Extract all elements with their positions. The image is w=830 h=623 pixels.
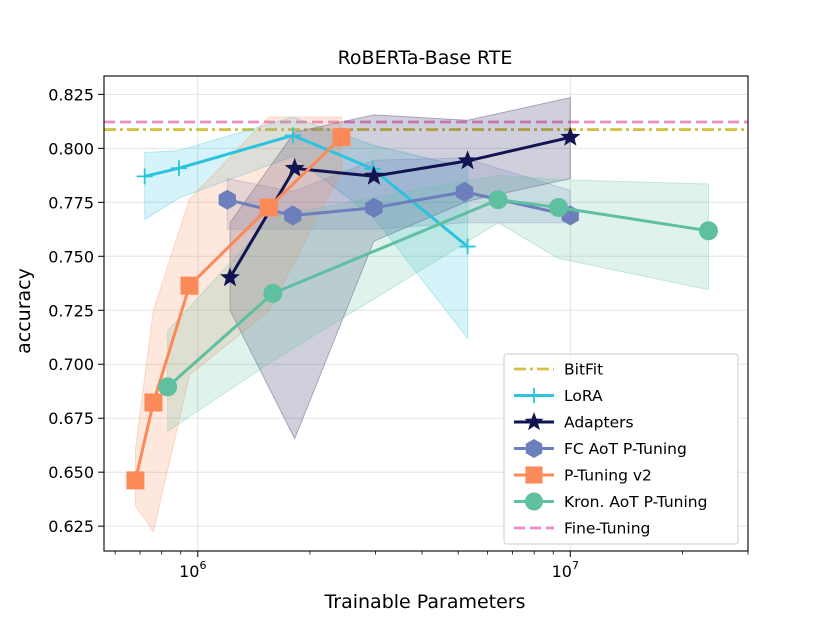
legend-item-bitfit: BitFit <box>514 361 603 379</box>
axis-ticks: 0.625 0.650 0.675 0.700 0.725 0.750 0.775 0.800… <box>48 85 749 581</box>
y-tick-label: 0.650 <box>48 463 94 482</box>
plot-frame <box>103 75 749 552</box>
legend-item-lora: LoRA <box>514 387 603 405</box>
x-tick-label: 106 <box>179 559 206 581</box>
legend-label-kron-aot-p-tuning: Kron. AoT P-Tuning <box>564 493 707 511</box>
kron-aot-p-tuning-point <box>698 221 718 241</box>
y-tick-label: 0.775 <box>48 193 94 212</box>
fc-aot-p-tuning-point <box>218 189 236 210</box>
y-tick-label: 0.725 <box>48 301 94 320</box>
legend-item-fc-aot-p-tuning: FC AoT P-Tuning <box>514 439 687 458</box>
legend: BitFit LoRA Adapters FC AoT P-Tuning P-Tunin… <box>503 353 739 545</box>
kron-aot-p-tuning-point <box>263 283 283 303</box>
legend-item-p-tuning-v2: P-Tuning v2 <box>514 466 652 485</box>
y-tick-label: 0.800 <box>48 139 94 158</box>
legend-label-fine-tuning: Fine-Tuning <box>564 520 650 538</box>
lora-point <box>459 238 476 255</box>
series-lines <box>126 126 718 490</box>
y-tick-label: 0.750 <box>48 247 94 266</box>
fc-aot-p-tuning-point <box>284 205 302 226</box>
adapters-band <box>229 96 571 440</box>
p-tuning-v2-point <box>180 276 199 295</box>
y-tick-label: 0.625 <box>48 517 94 536</box>
p-tuning-v2-series <box>126 128 351 490</box>
kron-aot-p-tuning-point <box>158 377 178 397</box>
kron-aot-p-tuning-band <box>167 174 709 433</box>
lora-point <box>170 160 187 177</box>
legend-marker-kron-aot-p-tuning <box>524 492 544 511</box>
kron-aot-p-tuning-series <box>158 190 718 397</box>
legend-box <box>503 353 739 545</box>
adapters-point <box>457 150 478 170</box>
legend-item-kron-aot-p-tuning: Kron. AoT P-Tuning <box>514 492 707 511</box>
fc-aot-p-tuning-point <box>455 181 474 202</box>
lora-point <box>284 127 301 144</box>
y-tick-label: 0.825 <box>48 85 94 104</box>
lora-band <box>144 116 469 340</box>
legend-item-fine-tuning: Fine-Tuning <box>514 520 650 538</box>
legend-marker-adapters <box>524 412 544 431</box>
legend-label-bitfit: BitFit <box>564 361 603 379</box>
fc-aot-p-tuning-point <box>365 197 383 218</box>
legend-label-adapters: Adapters <box>564 414 634 432</box>
y-axis-title: accuracy <box>13 268 35 354</box>
legend-marker-fc-aot-p-tuning <box>525 439 543 458</box>
legend-label-fc-aot-p-tuning: FC AoT P-Tuning <box>564 440 687 458</box>
legend-label-lora: LoRA <box>564 387 603 405</box>
adapters-point <box>363 165 384 185</box>
y-tick-label: 0.675 <box>48 409 94 428</box>
x-axis-title: Trainable Parameters <box>323 591 525 613</box>
p-tuning-v2-point <box>126 471 145 490</box>
legend-marker-lora <box>526 387 542 404</box>
legend-item-adapters: Adapters <box>514 412 634 432</box>
y-tick-label: 0.700 <box>48 355 94 374</box>
chart-title: RoBERTa-Base RTE <box>338 47 513 69</box>
lora-point <box>136 168 153 185</box>
legend-marker-p-tuning-v2 <box>525 466 543 484</box>
kron-aot-p-tuning-point <box>488 190 508 210</box>
legend-label-p-tuning-v2: P-Tuning v2 <box>564 467 652 485</box>
adapters-point <box>560 126 581 146</box>
reference-lines <box>104 120 748 131</box>
adapters-point <box>220 267 240 287</box>
p-tuning-v2-point <box>259 198 278 217</box>
p-tuning-v2-point <box>332 128 351 147</box>
kron-aot-p-tuning-point <box>549 197 569 217</box>
p-tuning-v2-point <box>144 393 163 412</box>
adapters-point <box>284 157 305 177</box>
x-tick-label: 107 <box>552 559 579 581</box>
